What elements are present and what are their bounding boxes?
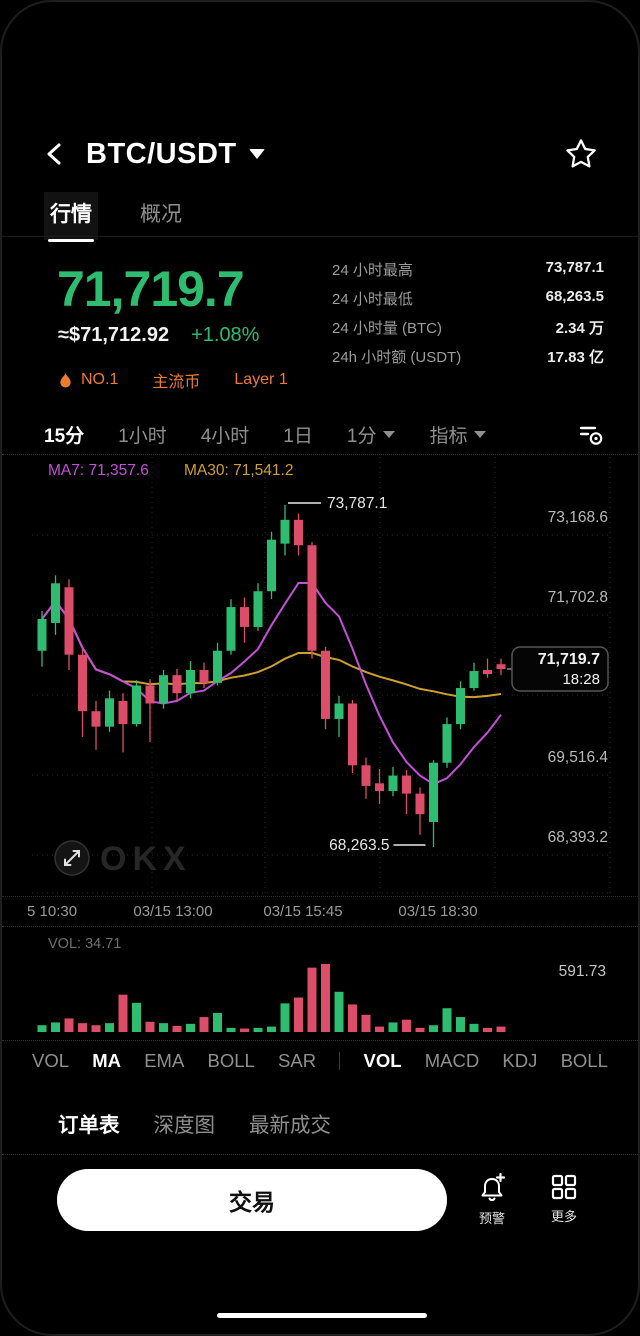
timeframe-1日[interactable]: 1日	[283, 421, 313, 448]
timeframe-label: 4小时	[200, 425, 250, 447]
fiat-price: ≈$71,712.92	[58, 324, 170, 346]
stat-value: 73,787.1	[545, 259, 604, 276]
expand-chart-icon[interactable]	[54, 840, 90, 876]
timeframe-1分[interactable]: 1分	[347, 421, 396, 448]
timeframe-指标[interactable]: 指标	[429, 421, 487, 448]
timeframe-label: 1小时	[118, 425, 167, 447]
pair-title: BTC/USDT	[86, 137, 237, 170]
trade-button[interactable]: 交易	[57, 1169, 447, 1231]
timeframe-label: 1日	[283, 425, 313, 447]
market-tabs: 行情 概况	[44, 192, 188, 242]
volume-panel[interactable]: VOL: 34.71 591.73	[32, 930, 612, 1038]
svg-text:69,516.4: 69,516.4	[548, 749, 609, 766]
divider	[2, 926, 638, 927]
caret-down-icon	[383, 430, 396, 438]
indicator-tab-boll-8[interactable]: BOLL	[560, 1050, 608, 1071]
x-axis-label: 03/15 13:00	[133, 903, 213, 920]
timeframe-label: 15分	[44, 425, 85, 447]
svg-text:591.73: 591.73	[559, 963, 606, 980]
svg-text:68,263.5: 68,263.5	[329, 837, 389, 854]
indicator-tab-ema-2[interactable]: EMA	[144, 1050, 185, 1071]
grid-more-icon	[551, 1174, 577, 1200]
indicator-tab-sar-4[interactable]: SAR	[278, 1050, 317, 1071]
timeframe-1小时[interactable]: 1小时	[118, 421, 167, 448]
svg-text:MA7: 71,357.6: MA7: 71,357.6	[48, 462, 149, 479]
bell-plus-icon	[481, 1172, 506, 1201]
timeframe-label: 1分	[346, 425, 377, 447]
orderbook-tab-2[interactable]: 深度图	[153, 1114, 216, 1137]
timeframe-4小时[interactable]: 4小时	[201, 421, 250, 448]
more-label: 更多	[550, 1209, 577, 1224]
svg-text:71,702.8: 71,702.8	[548, 589, 608, 606]
favorite-star-icon[interactable]	[564, 137, 598, 171]
x-axis-label: 03/15 18:30	[398, 903, 478, 920]
timeframe-15分[interactable]: 15分	[44, 421, 84, 448]
indicator-tabs: VOL MA EMA BOLL SAR VOL MACD KDJ BOLL	[32, 1044, 608, 1078]
indicator-tab-ma-1[interactable]: MA	[92, 1050, 122, 1071]
market-tab-2[interactable]: 概况	[140, 203, 182, 226]
flame-icon	[60, 371, 71, 388]
divider	[339, 1052, 341, 1070]
change-24h: +1.08%	[191, 324, 260, 346]
stat-row: 24 小时最低 68,263.5	[332, 288, 604, 309]
svg-text:68,393.2: 68,393.2	[548, 829, 608, 846]
x-axis: 5 10:30 03/15 13:00 03/15 15:45 03/15 18:30	[2, 896, 638, 924]
tag-badge-1[interactable]: 主流币	[152, 374, 201, 391]
okx-watermark: OKX	[100, 840, 192, 878]
alert-label: 预警	[478, 1211, 505, 1226]
stat-row: 24 小时量 (BTC) 2.34 万	[332, 317, 604, 338]
x-axis-label: 5 10:30	[27, 903, 78, 920]
indicator-tab-vol-5[interactable]: VOL	[363, 1050, 402, 1071]
home-indicator	[217, 1313, 427, 1318]
indicator-tab-kdj-7[interactable]: KDJ	[502, 1050, 538, 1071]
svg-text:71,719.7: 71,719.7	[538, 651, 600, 668]
indicator-tab-boll-3[interactable]: BOLL	[207, 1050, 255, 1071]
stat-row: 24 小时最高 73,787.1	[332, 259, 604, 280]
rank-badge[interactable]: NO.1	[58, 371, 118, 390]
divider	[2, 1040, 638, 1041]
stat-label: 24 小时最低	[332, 291, 413, 308]
svg-text:VOL: 34.71: VOL: 34.71	[48, 936, 121, 952]
chart-settings-icon[interactable]	[578, 421, 604, 447]
last-price: 71,719.7	[57, 261, 245, 317]
stat-value: 2.34 万	[555, 320, 604, 337]
x-axis-label: 03/15 15:45	[263, 903, 343, 920]
svg-text:MA30: 71,541.2: MA30: 71,541.2	[184, 462, 293, 479]
divider	[2, 454, 638, 455]
svg-text:73,168.6: 73,168.6	[548, 509, 608, 526]
svg-text:18:28: 18:28	[562, 671, 600, 688]
divider	[2, 1154, 638, 1155]
indicator-tab-vol-0[interactable]: VOL	[32, 1050, 70, 1071]
back-icon[interactable]	[42, 139, 68, 169]
more-action[interactable]: 更多	[534, 1172, 594, 1225]
stat-value: 17.83 亿	[547, 349, 604, 366]
indicator-tab-macd-6[interactable]: MACD	[424, 1050, 480, 1071]
market-tab-1[interactable]: 行情	[44, 192, 98, 242]
rank-label: NO.1	[81, 371, 119, 388]
alert-action[interactable]: 预警	[462, 1172, 522, 1227]
candlestick-chart[interactable]: 73,168.6 71,702.8 69,516.4 68,393.2 73,787.1…	[32, 457, 612, 897]
stat-row: 24h 小时额 (USDT) 17.83 亿	[332, 346, 604, 367]
svg-text:73,787.1: 73,787.1	[327, 495, 387, 512]
divider	[2, 236, 638, 237]
pair-dropdown-caret-icon[interactable]	[248, 149, 265, 159]
caret-down-icon	[474, 430, 487, 438]
stat-label: 24h 小时额 (USDT)	[332, 349, 462, 366]
orderbook-tab-3[interactable]: 最新成交	[249, 1114, 331, 1137]
stat-label: 24 小时最高	[332, 262, 413, 279]
header: BTC/USDT	[42, 130, 598, 178]
stat-value: 68,263.5	[545, 288, 604, 305]
orderbook-tabs: 订单表 深度图 最新成交	[58, 1108, 331, 1138]
stats-panel: 24 小时最高 73,787.1 24 小时最低 68,263.5 24 小时量 (BT…	[332, 259, 604, 375]
token-badges: NO.1 主流币 Layer 1	[58, 368, 288, 392]
timeframe-label: 指标	[429, 425, 468, 447]
timeframe-row: 15分 1小时 4小时 1日 1分 指标	[44, 415, 604, 453]
tag-badge-2[interactable]: Layer 1	[234, 371, 288, 388]
stat-label: 24 小时量 (BTC)	[332, 320, 443, 337]
orderbook-tab-1[interactable]: 订单表	[58, 1114, 120, 1137]
